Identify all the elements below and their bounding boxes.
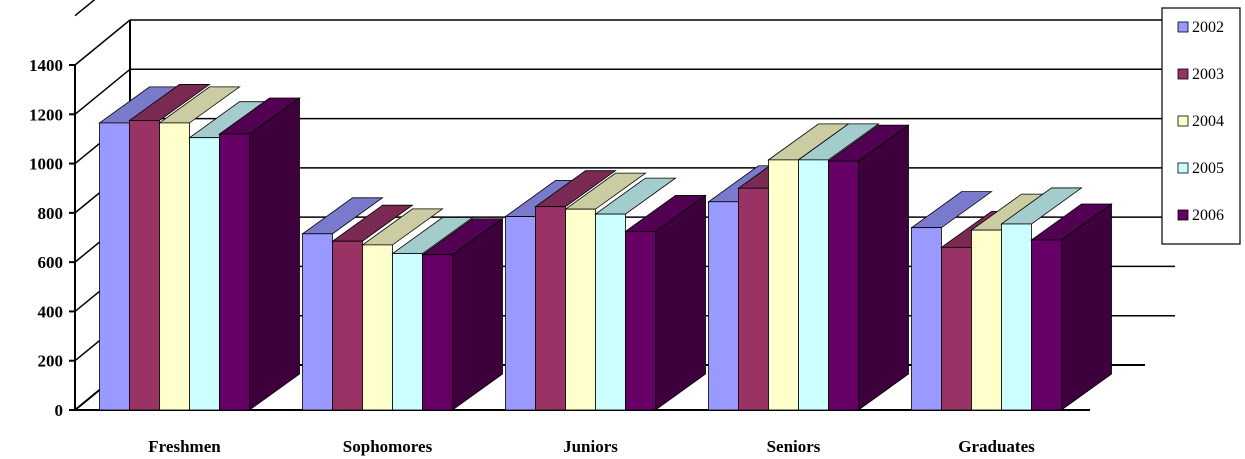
y-tick-label: 800: [38, 204, 64, 223]
bar-freshmen-2002: [98, 86, 181, 411]
bar-sophomores-2006: [421, 217, 504, 411]
bar-front-face: [708, 201, 739, 411]
legend-swatch: [1177, 68, 1189, 80]
bar-juniors-2004: [564, 172, 647, 411]
bar-front-face: [332, 240, 363, 411]
bar-side-face: [1061, 203, 1112, 411]
bar-front-face: [941, 246, 972, 411]
y-tick-label: 400: [38, 302, 64, 321]
bar-front-face: [422, 254, 453, 411]
legend: 2002 2003 2004 2005 2006: [1161, 7, 1241, 245]
bar-front-face: [1001, 223, 1032, 411]
bar-graduates-2002: [910, 191, 993, 411]
bar-juniors-2003: [534, 170, 617, 411]
bar-front-face: [738, 187, 769, 411]
bar-front-face: [768, 159, 799, 411]
y-tick-label: 1200: [29, 105, 63, 124]
y-tick-label: 0: [55, 401, 64, 420]
bar-front-face: [362, 244, 393, 411]
category-label: Sophomores: [343, 437, 433, 456]
legend-label: 2003: [1192, 66, 1224, 83]
y-tick-label: 600: [38, 253, 64, 272]
bar-graduates-2005: [1000, 187, 1083, 411]
bar-front-face: [1031, 239, 1062, 411]
y-tick-label: 200: [38, 352, 64, 371]
gridline-left-wall: [74, 68, 131, 115]
bar-front-face: [159, 122, 190, 411]
category-label: Freshmen: [148, 437, 221, 456]
bar-front-face: [625, 230, 656, 411]
bar-front-face: [911, 227, 942, 411]
bar-front-face: [129, 120, 160, 411]
legend-label: 2004: [1192, 113, 1224, 130]
bar-front-face: [971, 229, 1002, 411]
bar-seniors-2006: [827, 124, 910, 411]
bar-side-face: [858, 124, 909, 411]
bar-front-face: [595, 213, 626, 411]
bar-front-face: [219, 133, 250, 411]
legend-swatch: [1177, 21, 1189, 33]
bar-sophomores-2004: [361, 208, 444, 411]
bar-seniors-2004: [767, 123, 850, 411]
bar-freshmen-2006: [218, 97, 301, 411]
bar-side-face: [249, 97, 300, 411]
bar-front-face: [392, 253, 423, 411]
bar-sophomores-2003: [331, 204, 414, 411]
bar-sophomores-2005: [391, 217, 474, 411]
gridline-left-wall: [74, 0, 96, 17]
bar-front-face: [505, 216, 536, 411]
bar-graduates-2006: [1030, 203, 1113, 411]
bar-front-face: [828, 160, 859, 411]
y-tick-label: 1000: [29, 155, 63, 174]
category-label: Juniors: [563, 437, 618, 456]
bar-juniors-2006: [624, 194, 707, 411]
bar-freshmen-2003: [128, 84, 211, 411]
bar-freshmen-2005: [188, 101, 271, 411]
bar-juniors-2005: [594, 177, 677, 411]
bars-group: [98, 84, 1113, 411]
bar-front-face: [565, 208, 596, 411]
y-axis-tick-labels: 0 200 400 600 800 1000 1200 1400: [29, 56, 63, 420]
gridline-left-wall: [74, 19, 131, 66]
bar-front-face: [535, 206, 566, 411]
legend-label: 2006: [1192, 207, 1224, 224]
legend-label: 2002: [1192, 19, 1224, 36]
legend-label: 2005: [1192, 160, 1224, 177]
legend-swatch: [1177, 115, 1189, 127]
legend-swatch: [1177, 162, 1189, 174]
category-label: Seniors: [767, 437, 821, 456]
bar-freshmen-2004: [158, 86, 241, 411]
category-label: Graduates: [958, 437, 1035, 456]
y-tick-label: 1400: [29, 56, 63, 75]
bar-front-face: [99, 122, 130, 411]
bar-front-face: [189, 137, 220, 411]
bar-front-face: [302, 233, 333, 411]
legend-box: [1161, 7, 1241, 245]
x-axis-category-labels: Freshmen Sophomores Juniors Seniors Graduate…: [148, 437, 1035, 456]
bar-front-face: [798, 159, 829, 411]
bar-side-face: [655, 194, 706, 411]
legend-swatch: [1177, 209, 1189, 221]
bar-seniors-2005: [797, 123, 880, 411]
